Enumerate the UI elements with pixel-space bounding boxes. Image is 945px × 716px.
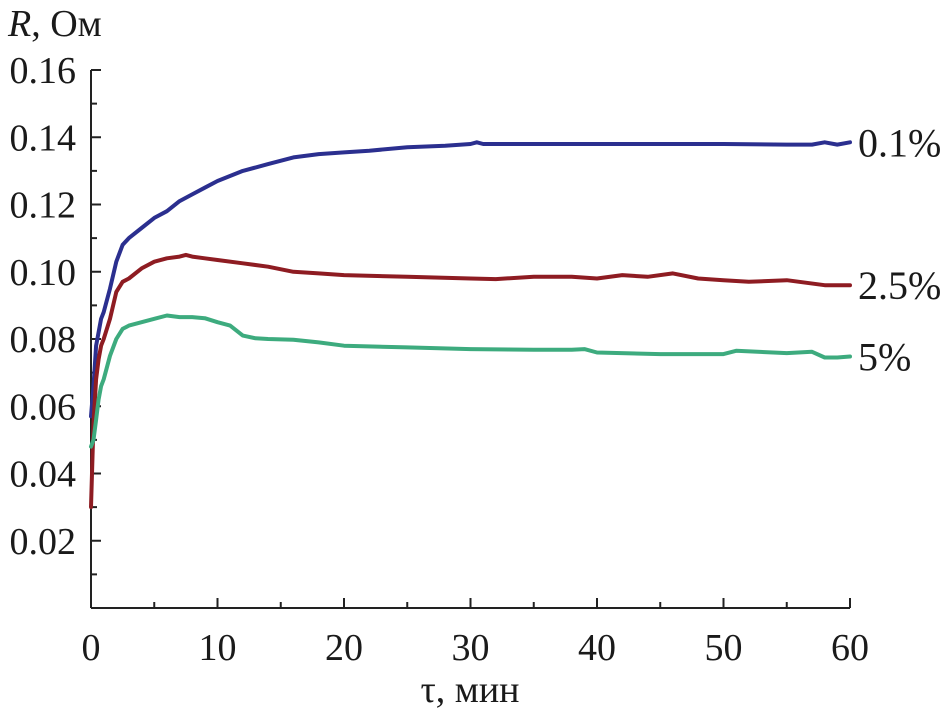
series-line-2 <box>89 313 852 449</box>
y-tick-label: 0.16 <box>10 50 77 92</box>
y-tick-label: 0.04 <box>10 454 77 496</box>
labels-group: 0.1% 2.5% 5% <box>858 120 941 379</box>
series-label-1: 2.5% <box>858 263 941 308</box>
y-tick-label: 0.14 <box>10 117 77 159</box>
x-tick-label: 30 <box>452 627 490 669</box>
x-tick-label: 50 <box>705 627 743 669</box>
y-tick-label: 0.12 <box>10 185 77 227</box>
y-axis-label-unit: , Ом <box>31 3 102 45</box>
x-axis-label: τ, мин <box>421 669 520 711</box>
y-tick-label: 0.08 <box>10 319 77 361</box>
x-tick-label: 20 <box>325 627 363 669</box>
series-group <box>89 140 852 510</box>
y-tick-label: 0.10 <box>10 252 77 294</box>
x-tick-label: 60 <box>831 627 869 669</box>
y-tick-label: 0.02 <box>10 521 77 563</box>
series-label-2: 5% <box>858 334 911 379</box>
x-tick-label: 40 <box>578 627 616 669</box>
x-tick-label: 10 <box>199 627 237 669</box>
x-tick-label: 0 <box>82 627 101 669</box>
series-label-0: 0.1% <box>858 120 941 165</box>
y-axis-label-var: R <box>7 3 31 45</box>
axes: 0 10 20 30 40 50 60 0.02 0.04 0.06 0.08 0.10 0.12 0.1… <box>10 50 870 669</box>
y-axis-label: R, Ом <box>7 3 102 45</box>
series-line-1 <box>89 252 852 510</box>
y-tick-label: 0.06 <box>10 386 77 428</box>
series-line-0 <box>89 140 852 419</box>
